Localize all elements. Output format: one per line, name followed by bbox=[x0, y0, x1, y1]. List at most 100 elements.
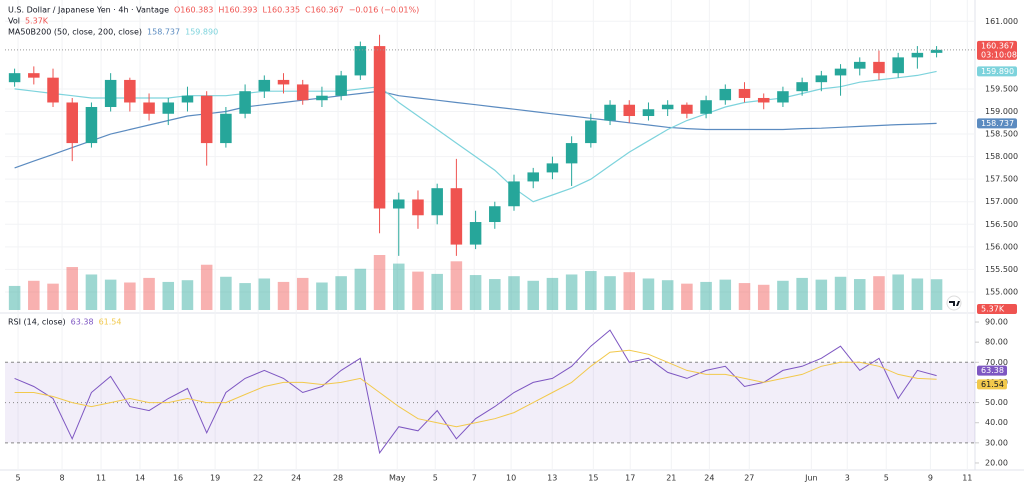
price-label: 160.367 bbox=[981, 41, 1014, 50]
legend-text: 158.737 bbox=[147, 28, 180, 37]
volume-bar bbox=[853, 279, 866, 310]
volume-bar bbox=[777, 280, 789, 310]
volume-bar bbox=[738, 283, 751, 310]
volume-bar bbox=[642, 278, 655, 310]
y-tick-label: 158.500 bbox=[985, 130, 1018, 139]
rsi-label-bg bbox=[977, 379, 1007, 390]
x-tick-label: Jun bbox=[804, 474, 818, 483]
legend-text: H160.393 bbox=[218, 6, 257, 15]
candle-body bbox=[143, 102, 155, 114]
volume-bar bbox=[200, 264, 213, 310]
candle-body bbox=[777, 91, 789, 103]
volume-bar bbox=[604, 276, 616, 310]
candle-body bbox=[719, 88, 732, 101]
rsi-tick-label: 20.00 bbox=[985, 458, 1008, 467]
tv-logo bbox=[946, 295, 962, 311]
rsi-tick-label: 80.00 bbox=[985, 338, 1008, 347]
ma-label: 158.737 bbox=[981, 119, 1014, 128]
rsi-tick-label: 90.00 bbox=[985, 318, 1008, 327]
volume-bar bbox=[815, 279, 828, 310]
y-tick-label: 156.500 bbox=[985, 220, 1018, 229]
x-tick-label: 5 bbox=[433, 474, 438, 483]
rsi-tick-label: 30.00 bbox=[985, 438, 1008, 447]
candle-body bbox=[469, 222, 482, 245]
x-tick-label: 24 bbox=[704, 474, 714, 483]
candle-body bbox=[757, 97, 770, 103]
candle-body bbox=[316, 95, 328, 101]
x-tick-label: 19 bbox=[210, 474, 220, 483]
y-tick-label: 155.500 bbox=[985, 265, 1018, 274]
candle-body bbox=[277, 79, 290, 85]
volume-bar bbox=[469, 275, 482, 310]
volume-bar bbox=[220, 276, 232, 310]
volume-bar bbox=[623, 272, 636, 310]
candle-body bbox=[258, 79, 271, 92]
x-tick-label: 5 bbox=[884, 474, 889, 483]
candle-body bbox=[796, 82, 808, 92]
rsi-tick-label: 70.00 bbox=[985, 358, 1008, 367]
candle-body bbox=[546, 163, 559, 173]
volume-bar bbox=[681, 283, 693, 310]
candle-body bbox=[181, 95, 194, 103]
legend-text: L160.335 bbox=[263, 6, 301, 15]
candle-body bbox=[162, 102, 175, 114]
volume-bar bbox=[431, 273, 443, 310]
rsi-value-label: 61.54 bbox=[981, 380, 1004, 389]
rsi-value-label: 63.38 bbox=[981, 366, 1004, 375]
candle-body bbox=[565, 143, 578, 164]
candle-body bbox=[661, 104, 674, 110]
candle-body bbox=[220, 113, 232, 144]
volume-axis-label: 5.37K bbox=[981, 305, 1005, 314]
volume-bar bbox=[489, 279, 501, 310]
volume-bar bbox=[258, 278, 271, 310]
x-tick-label: 24 bbox=[291, 474, 301, 483]
candle-body bbox=[489, 206, 501, 223]
volume-bar bbox=[104, 279, 117, 310]
candle-body bbox=[412, 199, 424, 216]
x-tick-label: 16 bbox=[173, 474, 183, 483]
volume-bar bbox=[8, 285, 21, 310]
volume-bar bbox=[393, 263, 405, 310]
y-tick-label: 161.000 bbox=[985, 17, 1018, 26]
volume-bar bbox=[239, 283, 251, 310]
volume-bar bbox=[508, 276, 520, 310]
rsi-line bbox=[14, 329, 937, 455]
volume-bar bbox=[585, 271, 597, 310]
rsi-tick-label: 50.00 bbox=[985, 398, 1008, 407]
volume-bar bbox=[66, 267, 78, 310]
y-tick-label: 156.000 bbox=[985, 242, 1018, 251]
x-tick-label: 9 bbox=[928, 474, 933, 483]
x-tick-label: 5 bbox=[16, 474, 21, 483]
candle-body bbox=[834, 68, 847, 76]
candle-body bbox=[335, 75, 347, 96]
legend-text: 61.54 bbox=[99, 318, 122, 327]
volume-bar bbox=[450, 261, 463, 310]
candle-body bbox=[104, 79, 117, 107]
volume-bar bbox=[28, 280, 40, 310]
volume-bar bbox=[85, 274, 98, 310]
x-tick-label: 17 bbox=[625, 474, 635, 483]
volume-bar bbox=[911, 278, 924, 310]
x-tick-label: 3 bbox=[845, 474, 850, 483]
y-tick-label: 159.500 bbox=[985, 84, 1018, 93]
volume-bar bbox=[873, 276, 885, 310]
candle-body bbox=[85, 106, 98, 144]
volume-bar bbox=[412, 271, 424, 310]
volume-bar bbox=[546, 277, 559, 310]
y-tick-label: 158.000 bbox=[985, 152, 1018, 161]
x-tick-label: May bbox=[389, 474, 406, 483]
volume-bar bbox=[335, 276, 347, 310]
legend-text: U.S. Dollar / Japanese Yen · 4h · Vantag… bbox=[8, 6, 169, 15]
y-tick-label: 155.000 bbox=[985, 287, 1018, 296]
candle-body bbox=[853, 61, 866, 69]
y-tick-label: 157.000 bbox=[985, 197, 1018, 206]
candle-body bbox=[373, 46, 386, 209]
volume-bar bbox=[527, 280, 539, 310]
x-tick-label: 11 bbox=[962, 474, 972, 483]
candle-body bbox=[815, 75, 828, 83]
candle-body bbox=[585, 120, 597, 144]
y-tick-label: 159.000 bbox=[985, 107, 1018, 116]
volume-bar bbox=[719, 279, 732, 310]
